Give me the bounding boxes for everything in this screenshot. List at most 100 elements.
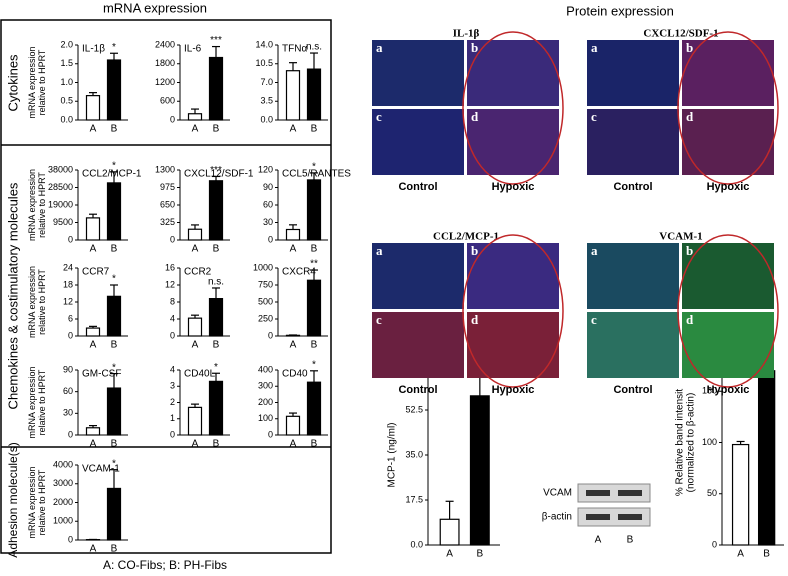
legend: A: CO-Fibs; B: PH-Fibs — [103, 558, 227, 572]
x-tick-label: A — [90, 124, 97, 135]
bar — [106, 487, 122, 541]
micrograph — [467, 312, 559, 378]
panel-letter: c — [591, 109, 597, 124]
panel-letter: a — [376, 40, 383, 55]
y-axis-label-line: mRNA expression — [27, 366, 37, 438]
y-tick-label: 0 — [268, 234, 273, 244]
y-tick-label: 2000 — [53, 497, 73, 507]
chart-title: CXCR4 — [282, 267, 316, 278]
y-axis-label-line: mRNA expression — [27, 266, 37, 338]
panel-letter: c — [591, 312, 597, 327]
chart-title: IL-1β — [82, 44, 105, 55]
x-tick-label: A — [192, 124, 199, 135]
bar — [469, 395, 490, 546]
blot-strip — [577, 483, 651, 503]
right-title: Protein expression — [566, 3, 674, 18]
y-tick-label: 1300 — [155, 164, 175, 174]
y-tick-label: 120 — [258, 164, 273, 174]
y-tick-label: 28500 — [48, 182, 73, 192]
micrograph — [682, 40, 774, 106]
x-tick-label: B — [111, 124, 118, 135]
x-tick-label: A — [290, 439, 297, 450]
panel-caption: Hypoxic — [707, 181, 750, 193]
chart-title: CD40L — [184, 369, 216, 380]
x-tick-label: B — [311, 124, 318, 135]
bar — [285, 228, 301, 241]
y-tick-label: 500 — [258, 296, 273, 306]
bar — [106, 295, 122, 337]
micrograph — [372, 109, 464, 175]
y-tick-label: 7.0 — [260, 77, 273, 87]
bar — [306, 68, 322, 121]
y-axis-label-line: relative to HPRT — [37, 49, 47, 115]
y-tick-label: 90 — [263, 182, 273, 192]
panel-caption: Control — [398, 384, 437, 396]
blot-lane: A — [595, 535, 602, 546]
y-tick-label: 35.0 — [405, 449, 423, 459]
y-tick-label: 4000 — [53, 459, 73, 469]
x-tick-label: B — [111, 544, 118, 555]
y-tick-label: 12 — [63, 296, 73, 306]
micrograph — [372, 40, 464, 106]
y-tick-label: 0 — [68, 429, 73, 439]
y-axis-label-line: relative to HPRT — [37, 269, 47, 335]
y-axis-label-line: relative to HPRT — [37, 172, 47, 238]
blot-band — [586, 514, 610, 520]
x-tick-label: A — [90, 244, 97, 255]
section-label: Adhesion molecule(s) — [6, 442, 20, 557]
panel-letter: d — [686, 312, 694, 327]
blot-label: β-actin — [542, 512, 572, 523]
y-tick-label: 400 — [258, 364, 273, 374]
panel-letter: d — [471, 109, 479, 124]
y-axis-label-line: mRNA expression — [27, 169, 37, 241]
x-tick-label: A — [290, 244, 297, 255]
y-tick-label: 90 — [63, 364, 73, 374]
x-tick-label: B — [311, 244, 318, 255]
y-axis-label: mRNA expressionrelative to HPRT — [27, 366, 47, 438]
y-tick-label: 24 — [63, 262, 73, 272]
blot-label: VCAM — [543, 488, 572, 499]
y-tick-label: 0.0 — [410, 539, 423, 549]
section-label: Chemokines & costimulatory molecules — [5, 182, 20, 409]
y-tick-label: 100 — [702, 437, 717, 447]
highlight-ellipse — [462, 31, 564, 185]
y-tick-label: 0 — [170, 429, 175, 439]
bar — [187, 113, 203, 121]
bar — [208, 180, 224, 241]
x-tick-label: B — [213, 244, 220, 255]
panel-caption: Hypoxic — [707, 384, 750, 396]
blot-band — [618, 514, 642, 520]
panel-caption: Hypoxic — [492, 384, 535, 396]
micrograph — [372, 312, 464, 378]
micrograph — [587, 312, 679, 378]
y-tick-label: 200 — [258, 397, 273, 407]
y-axis-label: % Relative band intensit — [675, 389, 686, 497]
micrograph — [587, 40, 679, 106]
bar — [187, 228, 203, 241]
panel-letter: b — [686, 243, 693, 258]
panel-title: CCL2/MCP-1 — [433, 231, 499, 243]
y-tick-label: 2.0 — [60, 39, 73, 49]
panel-letter: a — [591, 40, 598, 55]
panel-letter: c — [376, 312, 382, 327]
y-tick-label: 975 — [160, 182, 175, 192]
panel-letter: b — [471, 243, 478, 258]
y-tick-label: 1200 — [155, 77, 175, 87]
y-tick-label: 0 — [68, 534, 73, 544]
panel-caption: Hypoxic — [492, 181, 535, 193]
y-tick-label: 30 — [263, 217, 273, 227]
section-label: Cytokines — [5, 54, 20, 112]
bar — [85, 95, 101, 121]
x-tick-label: B — [111, 244, 118, 255]
micrograph — [587, 243, 679, 309]
bar — [85, 327, 101, 337]
panel-title: IL-1β — [453, 28, 480, 40]
micrograph — [682, 312, 774, 378]
y-tick-label: 3000 — [53, 478, 73, 488]
y-tick-label: 1000 — [253, 262, 273, 272]
y-tick-label: 250 — [258, 313, 273, 323]
y-tick-label: 4 — [170, 313, 175, 323]
bar — [731, 443, 750, 546]
y-tick-label: 1.0 — [60, 77, 73, 87]
highlight-ellipse — [677, 31, 779, 185]
